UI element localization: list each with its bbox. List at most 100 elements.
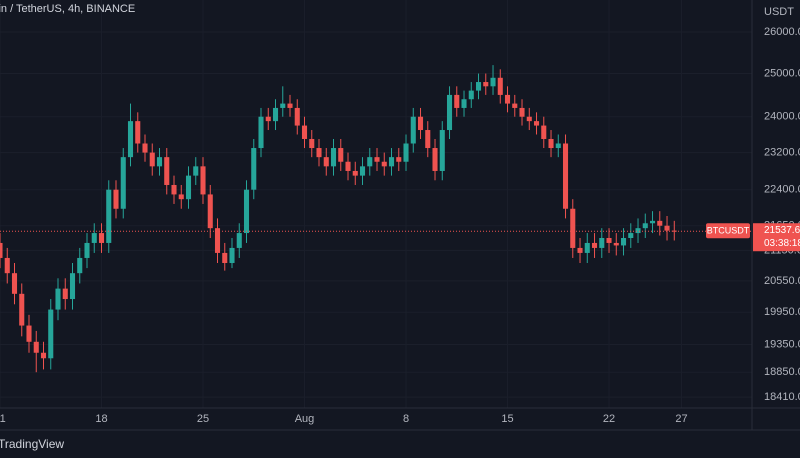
candle-body — [171, 184, 177, 195]
candle-body — [98, 233, 105, 243]
x-tick-label: 11 — [0, 413, 6, 425]
candle-body — [555, 143, 561, 149]
candle-body — [33, 341, 39, 353]
candle-body — [229, 247, 235, 264]
candle-body — [635, 228, 641, 234]
candle-body — [490, 77, 496, 87]
y-tick-label: 18850.00 — [764, 366, 800, 378]
x-tick-label: 8 — [403, 413, 409, 425]
last-price-box — [753, 223, 800, 252]
x-tick-label: 27 — [675, 413, 687, 425]
candle-body — [214, 228, 221, 253]
candle-body — [461, 99, 467, 108]
grid-layer — [0, 0, 752, 408]
countdown: 03:38:18 — [764, 238, 800, 249]
candle-body — [236, 233, 242, 248]
candle-body — [135, 121, 141, 144]
candle-body — [301, 125, 308, 139]
candle-body — [432, 148, 438, 171]
candle-body — [0, 242, 3, 258]
candle-body — [48, 309, 54, 359]
candle-body — [519, 107, 525, 117]
candle-body — [345, 161, 351, 171]
candle-body — [483, 82, 489, 87]
candle-body — [178, 194, 184, 200]
candle-body — [127, 121, 134, 158]
candle-body — [584, 242, 590, 253]
axis-layer: 26000.00 25000.00 24000.00 23200.00 22400.00… — [0, 26, 800, 425]
candle-body — [4, 257, 10, 274]
candle-body — [309, 138, 315, 149]
candle-body — [396, 157, 402, 162]
candle-body — [388, 157, 395, 167]
y-tick-label: 22400.00 — [764, 184, 800, 196]
y-tick-label: 24000.00 — [764, 111, 800, 123]
candle-body — [417, 116, 424, 131]
x-tick-label: 22 — [603, 413, 615, 425]
brand: TradingView — [0, 437, 64, 451]
candle-body — [258, 116, 264, 149]
candle-body — [664, 225, 670, 231]
candle-body — [120, 157, 126, 209]
candle-body — [599, 238, 605, 248]
candle-body — [562, 143, 569, 209]
candle-body — [657, 220, 663, 226]
candle-body — [403, 143, 409, 162]
candle-body — [338, 148, 344, 162]
candle-body — [526, 116, 532, 122]
candle-layer — [0, 65, 752, 373]
candle-body — [649, 220, 656, 224]
candle-body — [106, 189, 112, 243]
candle-body — [359, 166, 366, 176]
candle-body — [446, 94, 453, 131]
candle-body — [330, 148, 337, 167]
candle-body — [570, 208, 576, 248]
candle-body — [185, 175, 192, 200]
candle-body — [294, 107, 300, 126]
candle-body — [91, 233, 97, 243]
candle-body — [142, 143, 148, 153]
candle-body — [149, 152, 155, 167]
candle-body — [613, 242, 619, 246]
unit-label: USDT — [764, 6, 794, 18]
candle-body — [287, 103, 293, 108]
candle-body — [512, 103, 518, 108]
candle-body — [323, 157, 329, 167]
candle-body — [504, 94, 511, 104]
candle-body — [77, 257, 83, 274]
candle-body — [62, 288, 68, 300]
candle-body — [193, 166, 199, 176]
candle-body — [243, 189, 250, 234]
candle-body — [454, 94, 460, 108]
candle-body — [280, 103, 286, 108]
candle-body — [497, 77, 503, 95]
candle-body — [207, 194, 213, 229]
candle-body — [642, 223, 648, 229]
last-price-label: 21537.60 — [764, 225, 800, 236]
candle-body — [381, 161, 387, 167]
candle-body — [374, 157, 380, 162]
y-tick-label: 19350.00 — [764, 338, 800, 350]
y-tick-label: 23200.00 — [764, 146, 800, 158]
candle-body — [352, 170, 358, 176]
candle-body — [251, 148, 257, 190]
candle-body — [200, 166, 206, 195]
y-tick-label: 25000.00 — [764, 67, 800, 79]
candle-body — [671, 230, 677, 232]
candle-body — [316, 148, 322, 158]
candle-body — [367, 157, 373, 167]
symbol-tag-box — [706, 223, 750, 239]
candle-body — [69, 273, 76, 300]
x-tick-label: 18 — [95, 413, 107, 425]
candle-body — [425, 130, 431, 149]
candle-body — [272, 107, 279, 122]
candle-body — [439, 130, 445, 171]
x-tick-label: Aug — [295, 413, 315, 425]
y-tick-label: 26000.00 — [764, 26, 800, 38]
candle-body — [55, 288, 61, 310]
candle-body — [628, 233, 634, 239]
y-tick-label: 19950.00 — [764, 306, 800, 318]
candle-body — [19, 293, 25, 326]
